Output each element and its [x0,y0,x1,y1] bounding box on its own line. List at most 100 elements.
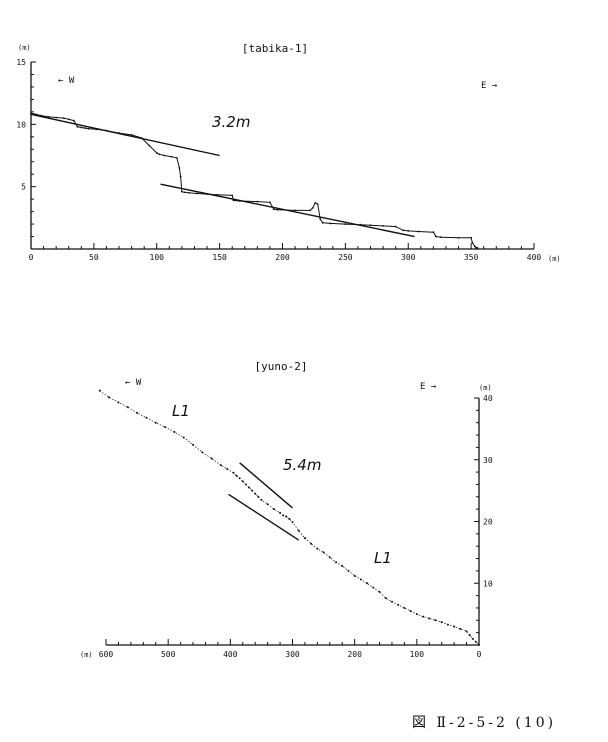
annotation-offset: 3.2m [212,113,250,131]
data-point [145,416,148,419]
data-point [254,492,257,495]
data-point [55,116,58,119]
x-tick-label: 400 [527,253,542,262]
data-point [473,245,476,248]
data-point [148,144,151,147]
data-point [84,127,86,129]
data-point [206,193,208,196]
data-point [257,495,260,498]
data-point [435,235,437,238]
x-tick-label: 400 [223,650,238,659]
data-point [238,200,241,202]
direction-east: E → [420,382,437,392]
data-point [72,119,75,122]
data-point [201,451,204,454]
data-point [310,542,313,545]
data-point [465,630,468,633]
chart-title: [tabika-1] [242,42,308,55]
data-point [95,128,98,131]
chart-yuno-2: [yuno-2] (m) (m) ← W E → 5.4m L1 L1 0 100… [80,360,493,659]
data-point [170,155,173,158]
data-point [347,569,350,572]
data-point [163,154,166,157]
x-tick-label: 300 [401,253,416,262]
data-point [175,157,178,159]
data-point [478,644,480,646]
x-tick-label: 0 [29,253,34,262]
data-point [344,223,347,225]
x-tick-label: 250 [338,253,353,262]
data-point [279,511,282,514]
data-point [417,230,420,233]
axes: 0 50 100 150 200 250 300 350 400 5 10 15 [16,58,541,262]
data-point [87,127,90,130]
y-tick-label: 15 [16,58,26,67]
data-point [80,126,83,129]
data-point [434,619,437,622]
x-tick-label: 100 [150,253,165,262]
data-point [235,474,238,477]
data-point [62,117,65,119]
direction-east: E → [481,81,498,91]
data-point [474,640,477,643]
data-point [341,564,344,567]
data-point [247,486,250,489]
data-point [266,503,269,506]
data-point [181,190,183,193]
data-point [382,225,384,227]
data-point [155,152,158,154]
data-point [178,167,181,169]
data-point [210,457,213,460]
data-point [422,615,425,618]
data-point [369,224,372,227]
data-point [468,634,471,637]
data-point [260,498,263,501]
data-point [76,125,79,128]
annotation-offset: 5.4m [283,456,321,474]
data-point [402,229,405,232]
data-point [173,430,176,433]
x-tick-label: 500 [161,650,176,659]
data-point [272,508,275,511]
data-point [316,203,319,206]
segment-label-lower: L1 [374,549,392,567]
chart-tabika-1: [tabika-1] (m) (m) ← W E → 3.2m 0 50 100 15… [16,42,560,263]
data-point [164,426,167,429]
profile-series [98,389,480,646]
trend-line [228,493,300,541]
x-tick-label: 150 [212,253,227,262]
data-point [140,137,143,139]
trend-line [239,462,293,509]
data-point [459,627,462,630]
data-point [285,515,288,518]
data-point [470,236,473,239]
data-point [353,574,356,577]
x-axis-unit: (m) [80,651,93,659]
data-point [314,201,317,204]
y-axis-unit: (m) [479,384,492,392]
y-tick-label: 20 [483,518,493,527]
data-point [256,200,259,203]
y-tick-label: 10 [16,120,26,129]
profile-series [30,112,479,249]
data-point [291,521,294,524]
data-point [179,175,182,178]
data-point [453,625,456,628]
data-point [303,537,306,540]
profile-line [99,390,480,646]
data-point [188,192,191,194]
data-point [231,194,234,197]
data-point [118,132,120,134]
data-point [390,600,393,603]
data-point [126,406,129,409]
data-point [319,218,322,220]
chart-title: [yuno-2] [255,360,308,373]
data-point [309,209,312,212]
data-point [241,480,244,483]
data-point [457,236,460,239]
segment-label-upper: L1 [172,402,190,420]
trend-lines [30,113,415,238]
x-tick-label: 600 [99,650,114,659]
data-point [297,529,300,532]
